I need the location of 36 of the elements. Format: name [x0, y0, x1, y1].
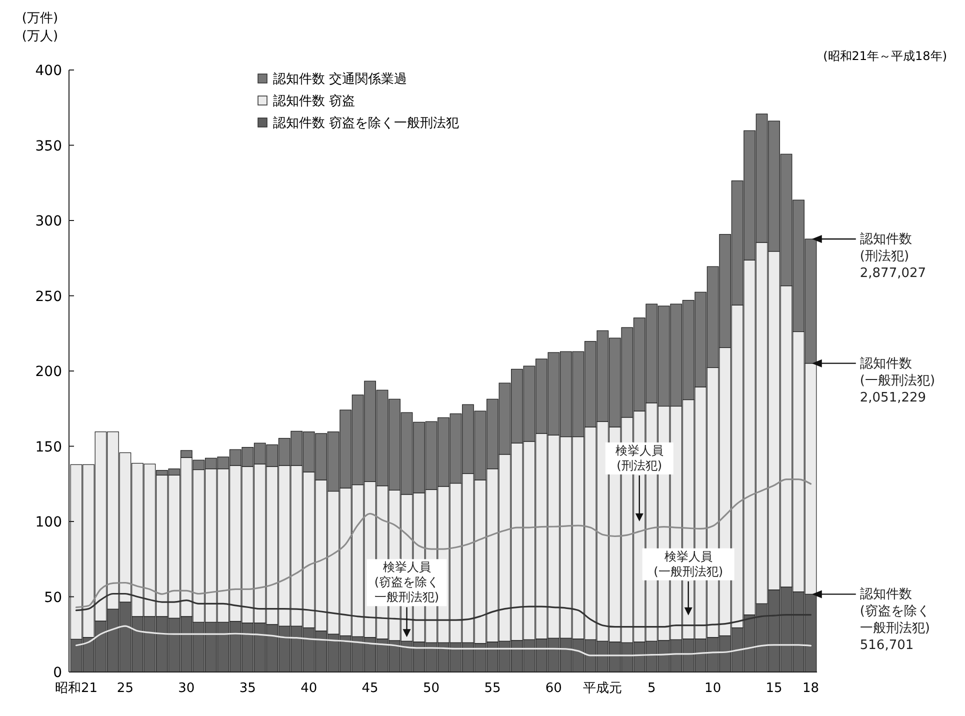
x-tick-label: 5	[647, 681, 656, 696]
y-tick-label: 350	[35, 138, 62, 154]
x-tick-label: 50	[422, 681, 440, 696]
text: (昭和21年～平成18年)	[823, 49, 947, 63]
x-tick-label: 25	[116, 681, 134, 696]
text: 検挙人員 (窃盗を除く一般刑法犯)	[374, 560, 440, 604]
y-tick-label: 150	[35, 439, 62, 456]
x-tick-label: 15	[766, 681, 782, 696]
y-tick-label: 250	[35, 288, 62, 305]
y-tick-label: 400	[35, 63, 62, 79]
line-series	[75, 592, 812, 628]
line-series	[75, 478, 812, 608]
x-tick-label: 35	[239, 681, 256, 696]
legend-label: 認知件数 窃盗	[273, 94, 356, 109]
text: 検挙人員 (刑法犯)	[615, 443, 664, 472]
x-tick-label: 60	[545, 681, 562, 696]
legend-label: 認知件数 窃盗を除く一般刑法犯	[273, 116, 460, 131]
y-tick-label: 50	[44, 590, 62, 606]
x-tick-label: 昭和21	[54, 681, 98, 696]
text: 認知件数 (刑法犯) 2,877,027	[860, 232, 926, 282]
x-tick-label: 40	[300, 681, 318, 696]
text: 検挙人員 (一般刑法犯)	[654, 549, 724, 578]
y-tick-label: 200	[35, 364, 62, 380]
x-tick-label: 10	[704, 681, 722, 696]
y-axis-title: (万件) (万人)	[22, 11, 58, 44]
legend-label: 認知件数 交通関係業過	[273, 71, 408, 87]
x-tick-label: 45	[362, 681, 378, 696]
text: 認知件数 (一般刑法犯) 2,051,229	[860, 356, 936, 406]
x-tick-label: 55	[484, 681, 501, 696]
x-tick-label: 平成元	[583, 681, 622, 696]
y-tick-label: 300	[35, 214, 62, 230]
x-tick-label: 30	[178, 681, 195, 696]
x-tick-label: 18	[802, 681, 820, 696]
text: 認知件数 (窃盗を除く一般刑法犯) 516,701	[860, 587, 930, 654]
y-tick-label: 100	[35, 514, 62, 530]
y-tick-label: 0	[53, 665, 62, 681]
